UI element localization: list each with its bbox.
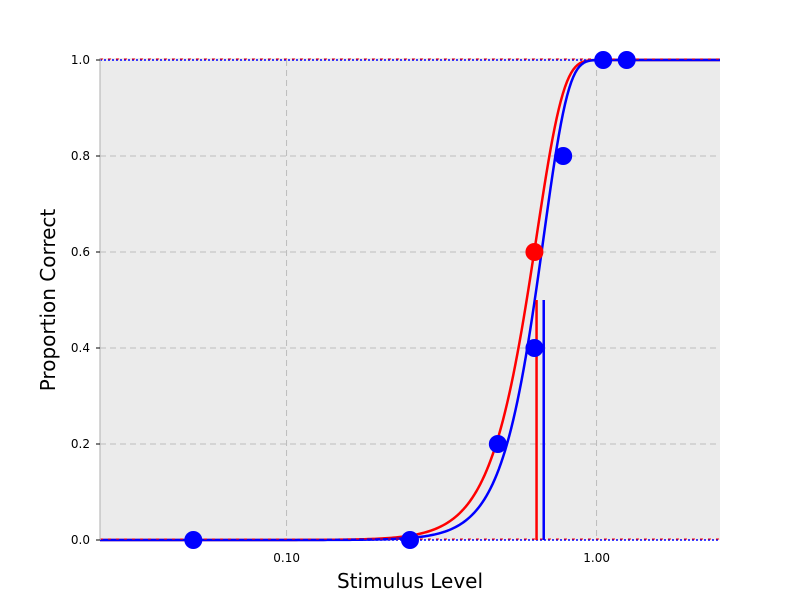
data-point-3: [525, 243, 544, 261]
grid: [100, 60, 720, 540]
y-tick-label: 0.0: [71, 533, 90, 547]
data-point-4: [525, 339, 544, 357]
data-point-5: [554, 147, 573, 165]
data-point-2: [488, 435, 507, 453]
y-tick-label: 0.6: [71, 245, 90, 259]
data-point-7: [617, 51, 636, 69]
y-tick-label: 0.4: [71, 341, 90, 355]
x-tick-label: 1.00: [583, 551, 610, 565]
y-tick-labels: 0.0 0.2 0.4 0.6 0.8 1.0: [71, 53, 90, 547]
y-tick-label: 0.2: [71, 437, 90, 451]
axes: [96, 58, 101, 541]
x-tick-label: 0.10: [273, 551, 300, 565]
data-point-0: [184, 531, 203, 549]
data-points: [184, 51, 636, 549]
plot-background: [100, 58, 720, 540]
y-tick-label: 0.8: [71, 149, 90, 163]
x-axis-label: Stimulus Level: [337, 569, 483, 593]
x-tick-labels: 0.10 1.00: [273, 551, 610, 565]
data-point-6: [594, 51, 613, 69]
data-point-1: [401, 531, 419, 549]
y-tick-label: 1.0: [71, 53, 90, 67]
y-axis-label: Proportion Correct: [36, 209, 60, 392]
